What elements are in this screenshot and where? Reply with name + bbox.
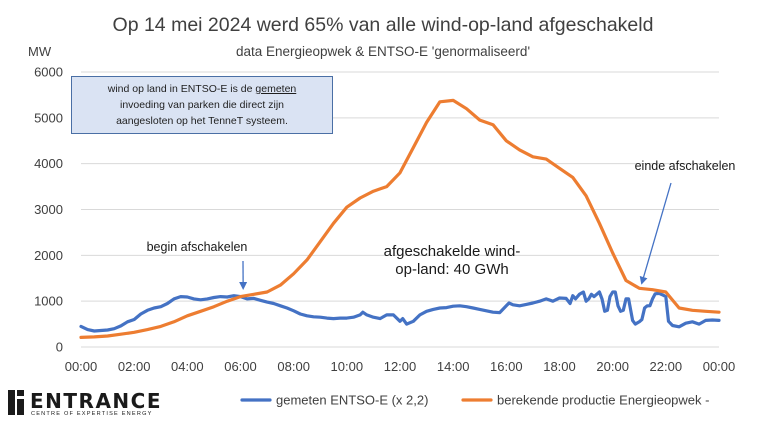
info-box: wind op land in ENTSO-E is de gemeten in… — [71, 76, 333, 134]
y-tick-label: 2000 — [34, 248, 63, 263]
y-tick-label: 3000 — [34, 202, 63, 217]
info-underlined-word: gemeten — [255, 83, 297, 95]
annotation-einde: einde afschakelen — [635, 159, 736, 173]
x-tick-label: 10:00 — [331, 359, 364, 374]
y-tick-label: 0 — [56, 340, 63, 355]
x-tick-label: 02:00 — [118, 359, 151, 374]
legend-label-1: gemeten ENTSO-E (x 2,2) — [276, 393, 428, 408]
annotation-einde-arrow — [639, 182, 672, 285]
x-tick-label: 16:00 — [490, 359, 523, 374]
info-line1: wind op land in ENTSO-E is de — [107, 83, 256, 95]
annotation-volume-line2: op-land: 40 GWh — [395, 261, 508, 278]
x-tick-label: 00:00 — [65, 359, 98, 374]
x-tick-label: 08:00 — [277, 359, 310, 374]
x-tick-label: 14:00 — [437, 359, 470, 374]
y-tick-label: 1000 — [34, 294, 63, 309]
x-tick-label: 22:00 — [650, 359, 683, 374]
legend-label-2: berekende productie Energieopwek - — [497, 393, 709, 408]
logo-tagline: CENTRE OF EXPERTISE ENERGY — [31, 411, 153, 417]
info-line2: invoeding van parken die direct zijn — [119, 99, 285, 111]
y-tick-label: 5000 — [34, 110, 63, 125]
series-line-2 — [79, 98, 721, 339]
y-axis-label: MW — [28, 44, 52, 59]
entrance-logo: ENTRANCE CENTRE OF EXPERTISE ENERGY — [8, 389, 198, 419]
annotation-volume-line1: afgeschakelde wind- — [384, 243, 521, 260]
y-tick-label: 6000 — [34, 65, 63, 80]
x-tick-label: 20:00 — [596, 359, 629, 374]
x-tick-label: 04:00 — [171, 359, 204, 374]
info-line3: aangesloten op het TenneT systeem. — [116, 115, 288, 127]
chart-subtitle: data Energieopwek & ENTSO-E 'genormalise… — [236, 44, 530, 59]
x-tick-label: 18:00 — [543, 359, 576, 374]
chart-title: Op 14 mei 2024 werd 65% van alle wind-op… — [113, 14, 654, 36]
y-tick-label: 4000 — [34, 156, 63, 171]
logo-wordmark: ENTRANCE — [30, 389, 162, 413]
annotation-begin: begin afschakelen — [147, 240, 248, 254]
entrance-logo-icon — [8, 390, 24, 415]
series-line-1 — [79, 290, 721, 333]
x-tick-label: 12:00 — [384, 359, 417, 374]
x-tick-label: 00:00 — [703, 359, 736, 374]
x-tick-label: 06:00 — [224, 359, 257, 374]
